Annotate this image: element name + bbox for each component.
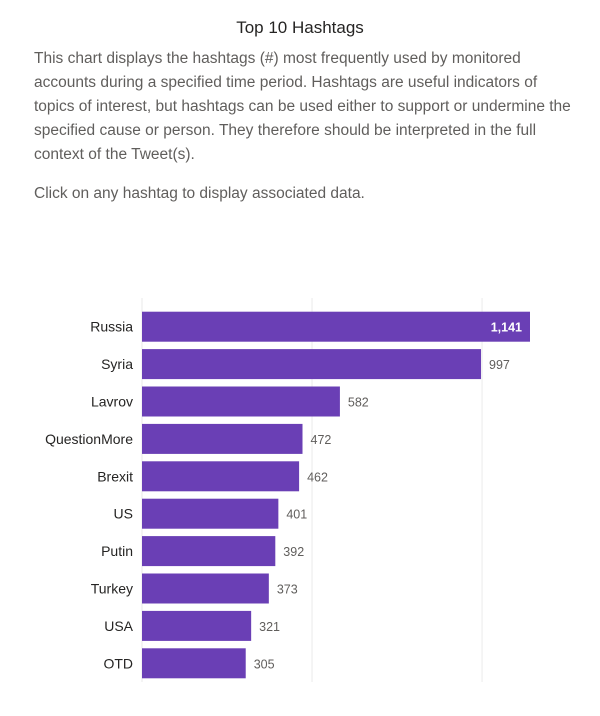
value-label: 472 [311, 433, 332, 447]
value-label: 462 [307, 470, 328, 484]
value-label: 321 [259, 620, 280, 634]
bar-usa[interactable] [142, 610, 252, 641]
bar-lavrov[interactable] [142, 386, 340, 417]
category-label[interactable]: QuestionMore [45, 431, 133, 447]
bar-russia[interactable] [142, 311, 530, 342]
x-tick-label: 500 [301, 713, 323, 716]
category-label[interactable]: Syria [101, 356, 133, 372]
category-label[interactable]: USA [104, 618, 133, 634]
chart-hint: Click on any hashtag to display associat… [34, 185, 365, 202]
category-label[interactable]: OTD [103, 655, 133, 671]
value-label: 373 [277, 583, 298, 597]
value-label: 401 [286, 508, 307, 522]
category-label[interactable]: Russia [90, 319, 133, 335]
hashtag-bar-chart: Russia 1,141 Syria 997 Lavrov 582 QuestionMore… [45, 298, 530, 716]
category-label[interactable]: Lavrov [91, 394, 133, 410]
category-label[interactable]: Putin [101, 543, 133, 559]
value-label: 997 [489, 358, 510, 372]
category-label[interactable]: Brexit [97, 468, 133, 484]
bar-otd[interactable] [142, 648, 246, 679]
value-label: 305 [254, 657, 275, 671]
category-label[interactable]: Turkey [91, 581, 133, 597]
value-label: 1,141 [491, 321, 522, 335]
value-label: 392 [283, 545, 304, 559]
bar-putin[interactable] [142, 536, 276, 567]
chart-description: This chart displays the hashtags (#) mos… [34, 50, 571, 163]
value-label: 582 [348, 396, 369, 410]
bar-us[interactable] [142, 498, 279, 529]
bar-brexit[interactable] [142, 461, 300, 492]
x-tick-label: 1,000 [466, 713, 499, 716]
chart-title: Top 10 Hashtags [236, 18, 364, 37]
bar-questionmore[interactable] [142, 423, 303, 454]
x-tick-label: 0 [138, 713, 145, 716]
bar-syria[interactable] [142, 349, 482, 380]
category-label[interactable]: US [114, 506, 133, 522]
bar-turkey[interactable] [142, 573, 269, 604]
